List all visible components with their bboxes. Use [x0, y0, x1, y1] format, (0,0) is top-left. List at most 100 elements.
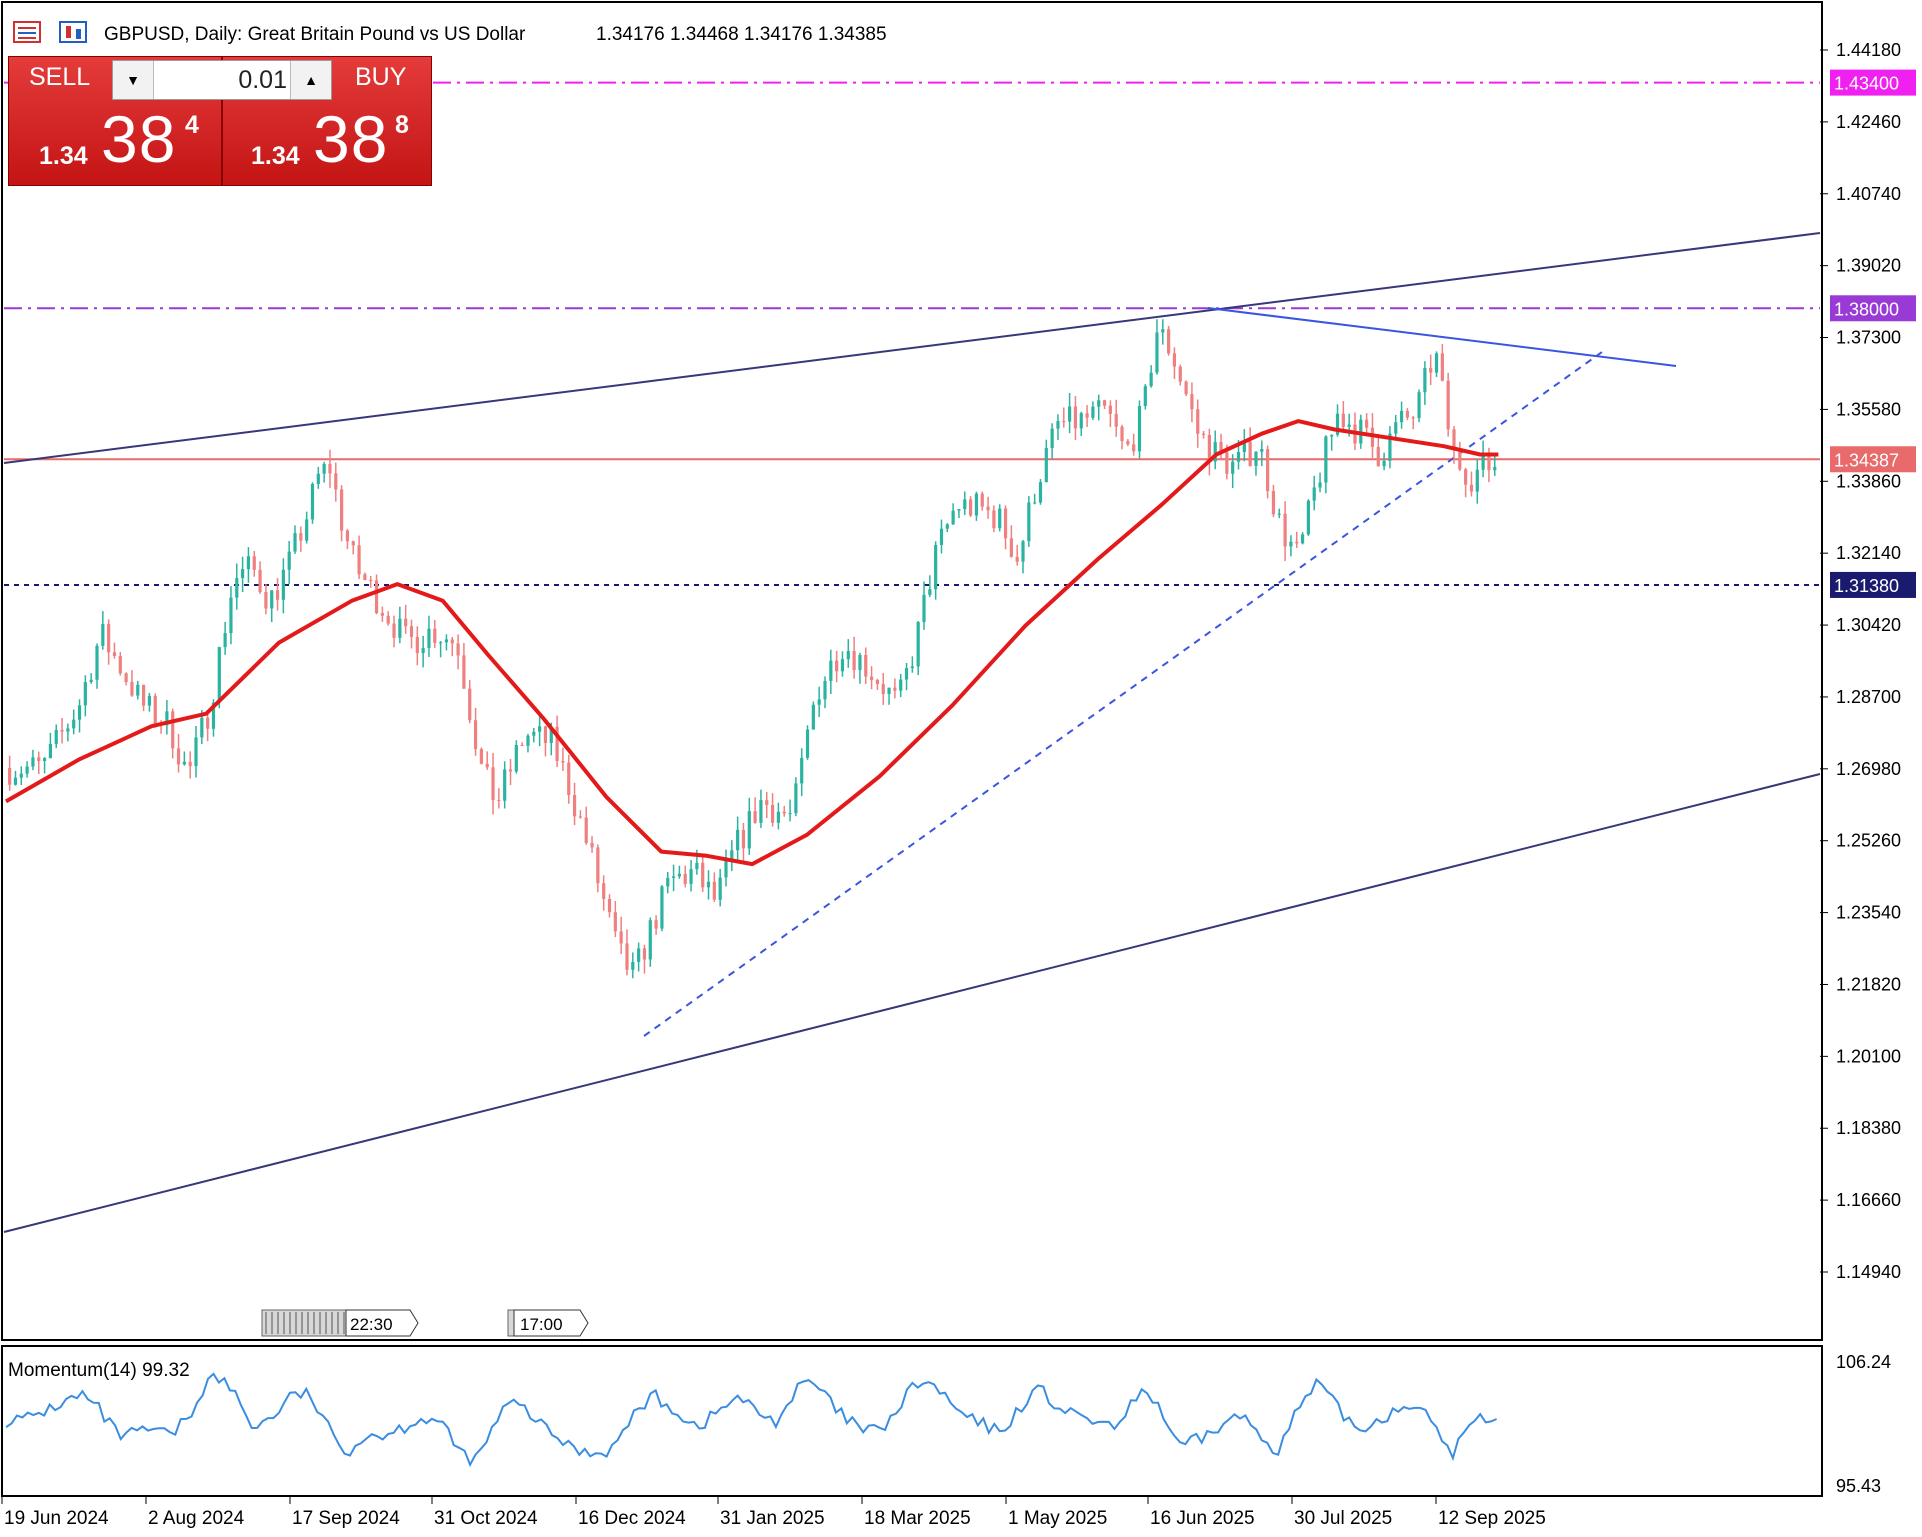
candle-body	[299, 533, 303, 541]
candle-body	[433, 628, 437, 643]
candle-body	[695, 862, 699, 870]
candle-body	[549, 726, 553, 743]
candle-body	[19, 773, 23, 778]
candle-body	[572, 794, 577, 817]
candle-body	[1283, 513, 1287, 547]
candle-body	[171, 711, 175, 749]
trade-panel: SELL 1.34 38 4 BUY 1.34 38 8 ▼ 0.01 ▲	[8, 56, 432, 186]
candle-body	[1231, 461, 1235, 474]
sell-label: SELL	[29, 63, 91, 91]
candle-body	[1056, 421, 1060, 429]
candle-body	[508, 769, 513, 772]
candle-body	[543, 726, 548, 743]
lot-size-stepper[interactable]: ▼ 0.01 ▲	[112, 60, 332, 100]
candle-body	[363, 574, 367, 581]
price-tick-label: 1.18380	[1836, 1118, 1901, 1138]
candle-body	[427, 628, 431, 649]
price-tick-label: 1.26980	[1836, 759, 1901, 779]
candle-body	[753, 811, 757, 823]
momentum-frame	[1, 1345, 1823, 1497]
candle-body	[415, 636, 419, 654]
candle-body	[252, 556, 256, 570]
candle-body	[1271, 491, 1276, 515]
candle-body	[101, 624, 105, 646]
buy-label: BUY	[355, 63, 407, 91]
time-tick-label: 30 Jul 2025	[1294, 1508, 1392, 1529]
candle-body	[1493, 466, 1497, 471]
candle-body	[730, 850, 734, 861]
candle-body	[951, 510, 955, 525]
candle-body	[829, 660, 833, 681]
time-tick-label: 19 Jun 2024	[4, 1508, 109, 1529]
candle-body	[48, 743, 53, 759]
sell-price-small: 1.34	[39, 142, 88, 170]
candle-body	[1102, 400, 1107, 406]
candle-body	[25, 766, 29, 774]
candle-body	[811, 704, 815, 730]
candle-body	[369, 580, 373, 582]
candle-body	[42, 758, 47, 762]
candle-body	[217, 647, 221, 703]
session-marker-label-2: 17:00	[520, 1315, 563, 1334]
candle-body	[176, 748, 181, 765]
ohlc-values: 1.34176 1.34468 1.34176 1.34385	[596, 24, 887, 45]
candle-body	[671, 876, 676, 878]
candle-body	[765, 800, 769, 806]
lot-size-value[interactable]: 0.01	[238, 66, 287, 94]
candle-body	[514, 744, 518, 772]
lot-decrease-icon[interactable]: ▼	[113, 61, 154, 99]
candle-body	[153, 695, 157, 724]
candle-body	[998, 508, 1002, 529]
candle-body	[631, 961, 635, 970]
candle-body	[1167, 329, 1171, 354]
candle-body	[782, 811, 786, 814]
candle-body	[974, 493, 979, 516]
price-tick-label: 1.16660	[1836, 1190, 1901, 1210]
candle-body	[1149, 372, 1153, 387]
candle-body	[648, 920, 652, 960]
candle-body	[340, 489, 344, 531]
candle-body	[1260, 448, 1264, 452]
candle-body	[1312, 487, 1316, 501]
candle-body	[1440, 353, 1444, 381]
moving-average-line	[5, 419, 1499, 867]
candle-body	[1097, 400, 1101, 407]
candle-body	[1324, 436, 1328, 483]
candle-body	[1394, 422, 1398, 434]
candle-body	[899, 679, 903, 691]
momentum-line	[5, 1372, 1497, 1468]
candle-body	[800, 757, 804, 784]
candle-body	[934, 544, 938, 590]
candle-body	[456, 643, 460, 656]
candle-body	[357, 545, 361, 575]
momentum-tick-low: 95.43	[1836, 1476, 1881, 1496]
candle-body	[497, 800, 501, 802]
candle-body	[182, 761, 186, 765]
candle-body	[1155, 332, 1159, 373]
candle-body	[701, 862, 705, 888]
lot-increase-icon[interactable]: ▲	[290, 61, 331, 99]
candle-body	[351, 541, 355, 546]
candle-body	[1318, 482, 1322, 488]
channel-lower-line	[3, 773, 1821, 1233]
candle-body	[345, 530, 350, 542]
candle-body	[322, 464, 326, 474]
buy-price-small: 1.34	[251, 142, 300, 170]
candle-body	[689, 869, 693, 884]
candle-body	[718, 877, 722, 900]
candle-body	[986, 506, 990, 511]
level-price-label: 1.43400	[1834, 74, 1899, 94]
candle-body	[904, 668, 909, 680]
candle-body	[1411, 417, 1415, 419]
candle-body	[118, 655, 122, 674]
candle-body	[54, 730, 58, 744]
chart-type-icon[interactable]	[59, 21, 87, 43]
candle-body	[241, 569, 245, 579]
candle-body	[479, 749, 483, 764]
time-tick-label: 31 Jan 2025	[720, 1508, 825, 1529]
candle-body	[1266, 448, 1270, 492]
candle-body	[625, 943, 629, 970]
candle-body	[555, 726, 559, 762]
candle-body	[468, 688, 472, 721]
level-price-label: 1.38000	[1834, 299, 1899, 319]
